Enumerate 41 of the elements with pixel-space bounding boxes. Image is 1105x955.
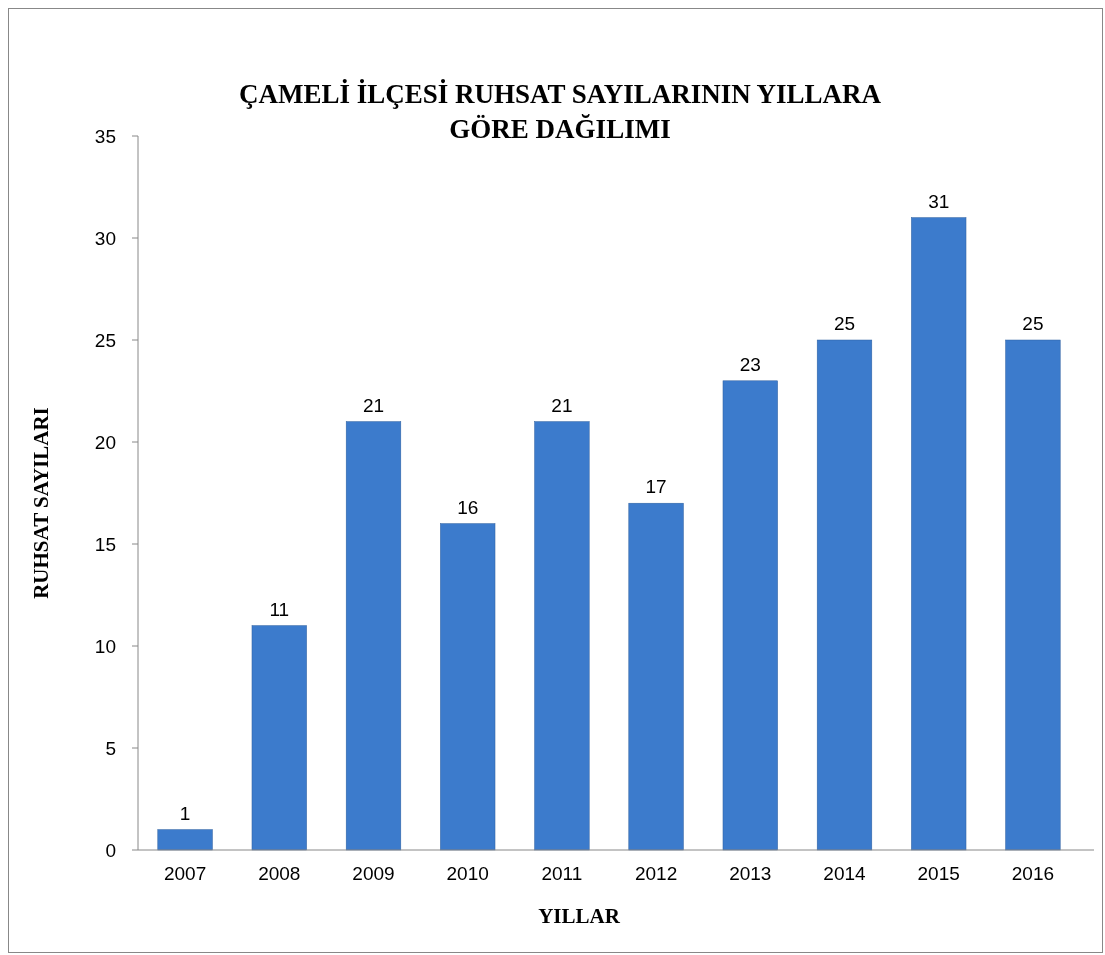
x-tick-label: 2008 [258, 863, 301, 884]
y-axis-title: RUHSAT SAYILARI [29, 407, 53, 599]
y-tick-label: 35 [94, 125, 116, 147]
data-label: 23 [739, 353, 761, 375]
y-tick-label: 0 [105, 839, 116, 861]
bar [534, 421, 590, 851]
data-label: 1 [179, 802, 191, 824]
x-tick-label: 2012 [634, 863, 678, 884]
x-tick-label: 2011 [541, 863, 583, 884]
x-axis-title: YILLAR [538, 904, 621, 928]
x-tick-label: 2015 [917, 863, 960, 884]
bar [1005, 339, 1061, 851]
x-tick-label: 2010 [446, 863, 489, 884]
chart-title: ÇAMELİ İLÇESİ RUHSAT SAYILARININ YILLARA GÖRE DAĞILIMI [238, 79, 882, 144]
y-tick-label: 15 [94, 533, 116, 555]
bar [345, 421, 402, 851]
y-tick-label: 5 [105, 737, 116, 759]
x-tick-label: 2013 [729, 863, 772, 884]
x-tick-label: 2007 [163, 863, 207, 884]
bar [722, 380, 778, 851]
bar [911, 217, 967, 851]
data-label: 25 [833, 313, 856, 334]
y-tick-label: 20 [94, 431, 116, 453]
x-tick-label: 2016 [1011, 863, 1055, 884]
data-label: 17 [645, 476, 667, 498]
data-label: 11 [269, 598, 290, 620]
y-tick-label: 30 [94, 227, 116, 249]
data-label: 21 [362, 394, 385, 416]
bar [251, 625, 307, 851]
data-label: 31 [928, 190, 950, 212]
x-tick-label: 2014 [823, 863, 867, 884]
y-tick-label: 25 [94, 329, 116, 351]
bar [157, 829, 213, 851]
bar [816, 339, 873, 851]
y-tick-label: 10 [94, 635, 116, 657]
data-label: 25 [1022, 313, 1044, 334]
data-label: 21 [551, 394, 573, 416]
bar [628, 502, 684, 851]
x-tick-label: 2009 [352, 863, 395, 884]
data-label: 16 [457, 496, 479, 518]
bar [440, 523, 496, 851]
